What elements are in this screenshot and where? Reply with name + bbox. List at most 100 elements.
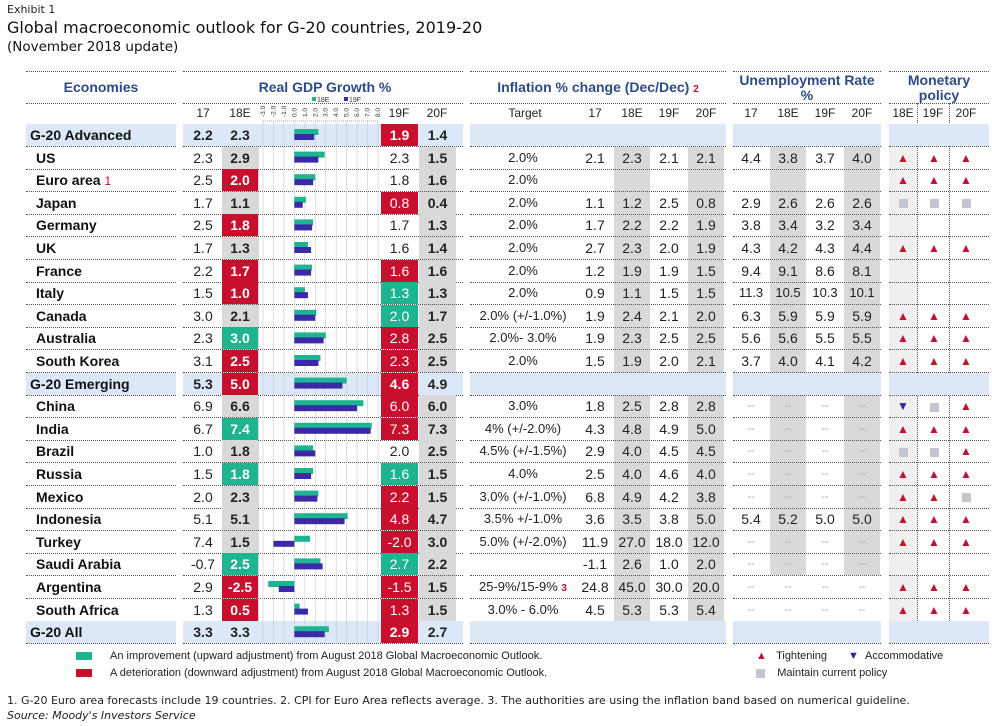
gdp-value: 1.6 — [389, 240, 410, 256]
gdp-value: 2.1 — [222, 304, 258, 327]
monetary-policy-cell: ▲ — [952, 576, 980, 598]
inflation-target-text: 5.0% (+/-2.0%) — [479, 533, 567, 549]
unemployment-value: 5.9 — [815, 307, 835, 324]
economy-name: Indonesia — [36, 511, 101, 527]
col-gdp-20f: 20F — [426, 106, 448, 120]
gdp-value: 2.2 — [193, 262, 213, 279]
legend-accommodative-text: Accommodative — [865, 650, 944, 662]
inflation-value: 3.8 — [696, 488, 716, 505]
legend-18e-label: 18E — [317, 97, 330, 104]
row-divider — [889, 462, 989, 464]
unemployment-value: 5.6 — [778, 330, 798, 347]
col-unemp-18e: 18E — [777, 106, 799, 120]
row-divider — [183, 575, 463, 577]
inflation-value: 1.9 — [585, 307, 605, 324]
inflation-value: 1.8 — [585, 398, 605, 415]
unemployment-value: 3.8 — [778, 149, 798, 166]
row-divider — [733, 417, 881, 419]
inflation-value: 2.4 — [622, 307, 642, 324]
tightening-icon: ▲ — [928, 534, 940, 549]
unemployment-value: 8.6 — [815, 262, 835, 279]
inflation-target: 4.0% — [468, 463, 578, 485]
bar-18e-japan — [294, 196, 306, 203]
gdp-value: 5.3 — [193, 375, 213, 392]
inflation-value: 2.5 — [696, 330, 716, 347]
bar-19f-saudi-arabia — [294, 563, 323, 570]
economy-label: Argentina — [36, 579, 102, 595]
row-divider — [26, 485, 176, 487]
economy-name: Italy — [36, 285, 64, 301]
inflation-target: 2.0% — [468, 214, 578, 236]
row-divider — [470, 349, 726, 351]
unemployment-na: -- — [821, 490, 829, 503]
tightening-icon: ▲ — [928, 308, 940, 323]
tightening-icon: ▲ — [960, 173, 972, 188]
accommodative-icon: ▼ — [848, 650, 859, 662]
monetary-policy-cell: ▲ — [920, 486, 948, 508]
inflation-target: 2.0% — [468, 237, 578, 259]
economy-label: China — [36, 398, 75, 415]
tightening-icon: ▲ — [928, 467, 940, 481]
legend-deterioration: A deterioration (downward adjustment) fr… — [76, 667, 547, 679]
gdp-value: -2.0 — [381, 530, 418, 553]
row-divider — [470, 530, 726, 532]
gdp-value: 3.0 — [222, 327, 258, 350]
col-infl-18e: 18E — [621, 106, 643, 120]
gdp-value: 1.3 — [381, 282, 418, 305]
inflation-target-text: 2.0% — [508, 217, 538, 233]
unemployment-value: 5.4 — [741, 511, 761, 528]
inflation-value: 2.1 — [659, 307, 679, 324]
inflation-value: 18.0 — [655, 533, 683, 550]
gdp-value: 1.8 — [222, 214, 258, 237]
tightening-icon: ▲ — [960, 354, 972, 368]
inflation-value: 0.8 — [696, 194, 716, 211]
row-divider — [183, 439, 463, 441]
gdp-value: 3.1 — [193, 353, 213, 369]
inflation-value: 3.8 — [659, 511, 679, 528]
row-divider — [733, 191, 881, 193]
bar-18e-g-20-all — [294, 626, 329, 633]
bar-18e-russia — [294, 468, 314, 474]
inflation-value: 2.3 — [622, 330, 642, 347]
unemployment-value: 10.3 — [812, 285, 838, 301]
monetary-policy-cell: ▲ — [889, 599, 917, 621]
bar-19f-india — [294, 427, 371, 434]
bar-18e-australia — [294, 332, 326, 339]
unemployment-value: 5.0 — [852, 511, 872, 528]
inflation-target: 5.0% (+/-2.0%) — [468, 531, 578, 553]
row-divider — [733, 168, 881, 170]
unemployment-value: 3.7 — [741, 353, 761, 369]
bar-18e-south-korea — [294, 355, 321, 361]
row-divider — [26, 417, 176, 419]
unemployment-na: -- — [784, 400, 792, 413]
maintain-icon — [929, 199, 939, 209]
maintain-icon — [929, 402, 939, 412]
row-divider — [26, 191, 176, 193]
row-divider — [470, 304, 726, 306]
gdp-value: -0.7 — [190, 556, 216, 573]
monetary-policy-cell: ▲ — [920, 169, 948, 191]
row-divider — [470, 394, 726, 396]
row-divider — [470, 552, 726, 554]
gdp-value: 5.0 — [222, 372, 258, 395]
gdp-value: 1.4 — [419, 237, 456, 259]
tightening-icon: ▲ — [897, 241, 909, 255]
inflation-value: 27.0 — [618, 533, 646, 550]
unemployment-na: -- — [821, 581, 829, 593]
unemployment-value: 6.3 — [741, 307, 761, 324]
gdp-value: 1.9 — [381, 124, 418, 146]
economy-label: Japan — [36, 194, 77, 211]
row-divider — [733, 281, 881, 283]
divider — [733, 103, 881, 104]
tightening-icon: ▲ — [897, 354, 909, 368]
economy-label: France — [36, 262, 82, 279]
gdp-value: 1.1 — [222, 191, 258, 214]
economy-name: Australia — [36, 330, 96, 346]
monetary-policy-cell: ▲ — [920, 327, 948, 349]
monetary-policy-cell: ▲ — [889, 237, 917, 259]
table-row: South Korea 3.1 2.5 2.3 2.5 2.0% 1.5 1.9 2.0 2.1 3… — [0, 350, 992, 374]
gdp-value: 5.1 — [193, 511, 213, 528]
unemployment-na: -- — [821, 558, 829, 571]
legend-accommodative: ▼ Accommodative — [848, 650, 943, 662]
unemployment-value: 2.9 — [741, 194, 761, 211]
